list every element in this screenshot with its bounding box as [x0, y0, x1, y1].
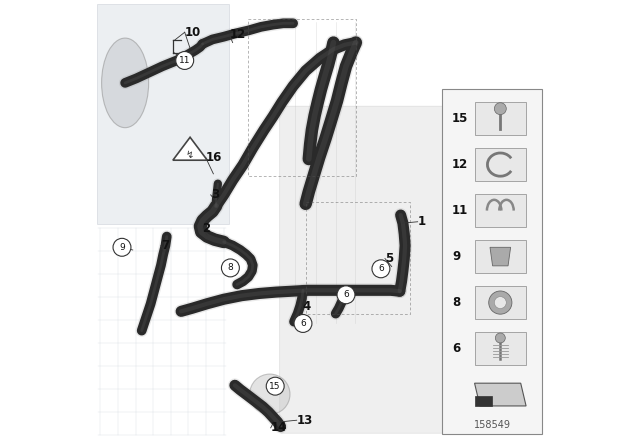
Circle shape: [294, 314, 312, 332]
Polygon shape: [475, 396, 493, 406]
Ellipse shape: [102, 38, 148, 128]
Text: 8: 8: [452, 296, 460, 309]
Text: 4: 4: [302, 300, 310, 314]
Text: 2: 2: [203, 222, 211, 235]
Circle shape: [113, 238, 131, 256]
Text: 6: 6: [300, 319, 306, 328]
Text: 11: 11: [452, 204, 468, 217]
Text: 10: 10: [185, 26, 201, 39]
Bar: [475, 240, 526, 273]
Circle shape: [372, 260, 390, 278]
Circle shape: [489, 291, 512, 314]
Text: 7: 7: [161, 239, 169, 252]
Text: 158549: 158549: [474, 420, 511, 430]
Text: 9: 9: [452, 250, 460, 263]
Text: 12: 12: [452, 158, 468, 171]
Circle shape: [495, 333, 506, 343]
Bar: [442, 89, 541, 434]
Circle shape: [494, 297, 506, 309]
Circle shape: [221, 259, 239, 277]
FancyBboxPatch shape: [280, 106, 541, 433]
FancyBboxPatch shape: [97, 4, 229, 224]
Text: 11: 11: [179, 56, 191, 65]
Circle shape: [176, 52, 194, 69]
Text: 15: 15: [452, 112, 468, 125]
Polygon shape: [475, 383, 526, 406]
Bar: [475, 332, 526, 365]
Circle shape: [337, 286, 355, 304]
Polygon shape: [490, 247, 511, 266]
Text: 8: 8: [228, 263, 233, 272]
Text: 6: 6: [378, 264, 384, 273]
Bar: [475, 286, 526, 319]
Text: 13: 13: [297, 414, 313, 427]
Text: 16: 16: [206, 151, 222, 164]
Circle shape: [266, 377, 284, 395]
Text: 5: 5: [385, 252, 393, 265]
Bar: [475, 102, 526, 135]
Polygon shape: [173, 137, 207, 160]
Text: 3: 3: [211, 188, 219, 202]
Text: 1: 1: [418, 215, 426, 228]
Bar: [475, 148, 526, 181]
Text: ↯: ↯: [186, 150, 194, 159]
Circle shape: [494, 103, 506, 115]
Text: 9: 9: [119, 243, 125, 252]
Text: 12: 12: [230, 28, 246, 42]
Ellipse shape: [250, 374, 290, 414]
Text: 6: 6: [343, 290, 349, 299]
Text: 6: 6: [452, 342, 460, 355]
Bar: [475, 194, 526, 227]
Text: 15: 15: [269, 382, 281, 391]
Text: 14: 14: [271, 421, 287, 435]
